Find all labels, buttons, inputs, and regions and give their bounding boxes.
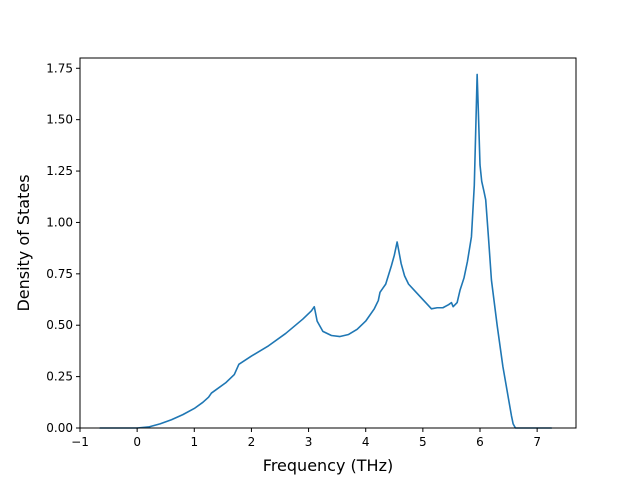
dos-data-point [448, 304, 449, 305]
y-tick-label: 0.75 [46, 267, 73, 281]
dos-data-point [182, 414, 183, 415]
dos-data-point [442, 307, 443, 308]
dos-data-point [285, 333, 286, 334]
dos-data-point [437, 307, 438, 308]
dos-data-point [357, 329, 358, 330]
dos-data-point [428, 305, 429, 306]
dos-data-point [431, 308, 432, 309]
dos-data-point [481, 181, 482, 182]
dos-data-point [463, 277, 464, 278]
y-tick-label: 0.25 [46, 370, 73, 384]
dos-data-point [374, 308, 375, 309]
dos-data-point [322, 331, 323, 332]
dos-data-point [422, 299, 423, 300]
x-tick-label: 4 [362, 435, 370, 449]
dos-data-point [314, 306, 315, 307]
x-tick-label: −1 [71, 435, 89, 449]
x-tick-label: 5 [419, 435, 427, 449]
y-tick-label: 0.50 [46, 318, 73, 332]
dos-data-point [401, 263, 402, 264]
dos-data-point [477, 74, 478, 75]
dos-data-point [483, 191, 484, 192]
dos-data-point [379, 292, 380, 293]
dos-data-point [331, 335, 332, 336]
dos-data-point [234, 374, 235, 375]
y-tick-label: 0.00 [46, 421, 73, 435]
dos-data-point [394, 255, 395, 256]
dos-data-point [217, 388, 218, 389]
dos-series-line [99, 73, 553, 429]
dos-data-point [502, 366, 503, 367]
dos-data-point [488, 238, 489, 239]
dos-data-point [238, 364, 239, 365]
x-tick-label: 3 [305, 435, 313, 449]
dos-data-point [485, 199, 486, 200]
y-tick-label: 1.75 [46, 61, 73, 75]
dos-data-point [459, 290, 460, 291]
dos-data-point [339, 336, 340, 337]
dos-data-point [208, 397, 209, 398]
y-tick-label: 1.25 [46, 164, 73, 178]
dos-data-point [453, 306, 454, 307]
dos-data-point [479, 164, 480, 165]
dos-data-point [317, 321, 318, 322]
y-axis-label: Density of States [14, 174, 33, 311]
dos-data-point [397, 241, 398, 242]
dos-data-point [202, 402, 203, 403]
x-axis-label: Frequency (THz) [263, 456, 393, 475]
dos-data-point [302, 318, 303, 319]
dos-data-point [414, 290, 415, 291]
dos-data-point [385, 284, 386, 285]
dos-data-point [148, 426, 149, 427]
x-tick-label: 0 [133, 435, 141, 449]
dos-data-point [365, 321, 366, 322]
dos-data-point [478, 109, 479, 110]
x-tick-label: 1 [190, 435, 198, 449]
plot-area [99, 73, 553, 429]
y-tick-label: 1.00 [46, 215, 73, 229]
dos-data-point [451, 302, 452, 303]
dos-data-point [311, 310, 312, 311]
x-tick-label: 6 [476, 435, 484, 449]
dos-data-point [408, 284, 409, 285]
dos-data-point [475, 119, 476, 120]
dos-data-point [474, 185, 475, 186]
dos-data-point [159, 423, 160, 424]
x-tick-label: 2 [248, 435, 256, 449]
dos-data-point [391, 265, 392, 266]
dos-data-point [251, 355, 252, 356]
dos-data-point [194, 408, 195, 409]
dos-data-point [471, 236, 472, 237]
dos-data-point [382, 288, 383, 289]
dos-data-point [404, 275, 405, 276]
dos-data-point [171, 419, 172, 420]
dos-data-point [513, 423, 514, 424]
y-tick-label: 1.50 [46, 113, 73, 127]
dos-data-point [491, 279, 492, 280]
dos-data-point [457, 302, 458, 303]
dos-data-point [511, 415, 512, 416]
y-axis: 0.00 0.25 0.50 0.75 1.00 1.25 1.50 1.75 [46, 61, 80, 435]
dos-data-point [508, 399, 509, 400]
dos-data-point [268, 345, 269, 346]
dos-data-point [467, 261, 468, 262]
dos-data-point [398, 251, 399, 252]
dos-data-point [225, 382, 226, 383]
axes-frame [79, 57, 577, 429]
dos-data-point [378, 300, 379, 301]
dos-data-point [497, 325, 498, 326]
dos-data-point [211, 392, 212, 393]
dos-data-point [388, 274, 389, 275]
x-tick-label: 7 [533, 435, 541, 449]
x-axis: −1 0 1 2 3 4 5 6 7 [71, 428, 541, 449]
dos-data-point [348, 334, 349, 335]
